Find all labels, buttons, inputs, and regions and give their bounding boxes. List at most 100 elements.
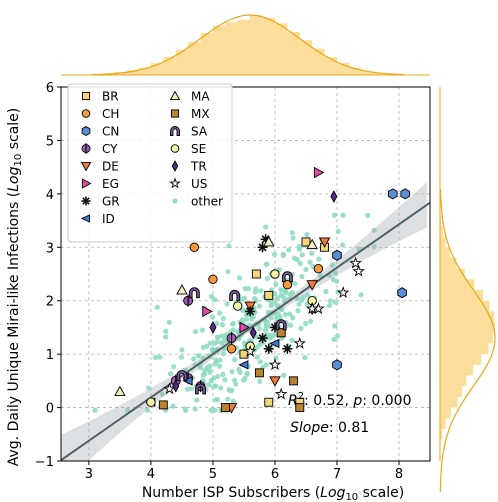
legend-marker-cy	[81, 143, 91, 154]
x-axis-label: Number ISP Subscribers (Log10 scale)	[142, 485, 404, 502]
y-hist-bar	[440, 332, 493, 344]
y-hist-bar	[440, 386, 462, 397]
other-point	[184, 386, 190, 392]
other-point	[253, 286, 259, 292]
data-point-br	[264, 290, 274, 300]
data-point-us	[243, 344, 257, 357]
data-point-sa	[281, 271, 293, 283]
other-point	[258, 288, 264, 294]
x-hist-bar	[324, 57, 337, 75]
other-point	[159, 391, 165, 397]
legend-marker-gr	[81, 196, 91, 206]
y-hist-bar	[440, 225, 443, 237]
legend-marker-other	[172, 198, 178, 204]
legend: BR CH CN CY DE EG GR ID MA MX SA SE TR US other	[67, 83, 233, 243]
other-point	[282, 311, 289, 318]
other-point	[283, 289, 289, 296]
axis-ticks: 3 4 5 6 7 8 −1 0 1 2 3 4 5 6	[35, 81, 403, 482]
legend-label-us: US	[191, 177, 207, 191]
other-point	[275, 295, 281, 301]
other-point	[307, 259, 313, 265]
data-point-gr	[263, 343, 274, 354]
x-hist-bar	[299, 40, 313, 75]
data-point-cn	[400, 188, 410, 200]
other-point	[309, 250, 315, 256]
other-point	[301, 294, 307, 300]
legend-label-mx: MX	[191, 107, 210, 121]
legend-label-other: other	[191, 195, 223, 209]
other-point	[297, 260, 303, 267]
other-point	[221, 338, 227, 344]
other-point	[332, 299, 339, 305]
data-point-us	[336, 286, 350, 299]
y-hist-bar	[440, 300, 490, 312]
data-point-mx	[158, 400, 168, 410]
other-point	[302, 355, 308, 361]
data-point-sa	[188, 287, 200, 299]
data-point-ch	[313, 263, 324, 274]
y-hist-bar	[440, 418, 446, 429]
legend-box	[67, 83, 233, 243]
other-point	[219, 333, 225, 339]
other-point	[192, 406, 198, 412]
y-tick-label: 5	[46, 134, 54, 149]
y-tick-label: 6	[46, 81, 54, 96]
data-point-tr	[330, 190, 338, 203]
other-point	[365, 212, 371, 218]
other-point	[191, 356, 197, 362]
other-point	[334, 333, 341, 339]
x-tick-label: 8	[395, 467, 403, 482]
other-point	[272, 291, 278, 297]
other-point	[212, 297, 218, 303]
other-point	[292, 281, 298, 287]
x-tick-label: 4	[147, 467, 155, 482]
data-point-us	[293, 336, 307, 349]
data-point-tr	[209, 320, 217, 334]
y-hist-bar	[440, 396, 458, 408]
data-point-us	[163, 382, 176, 395]
other-point	[205, 382, 212, 388]
data-point-us	[349, 256, 362, 269]
other-point	[145, 385, 152, 391]
other-point	[166, 319, 172, 325]
other-point	[331, 212, 338, 218]
other-point	[257, 359, 264, 365]
legend-marker-se	[170, 144, 180, 153]
other-point	[273, 281, 279, 287]
other-point	[286, 247, 292, 253]
y-hist-bar	[440, 322, 495, 333]
x-kde-curve	[91, 14, 404, 76]
data-point-br	[251, 269, 261, 279]
legend-marker-eg	[81, 178, 92, 189]
other-point	[340, 212, 346, 218]
other-point	[219, 322, 225, 328]
other-point	[210, 384, 217, 390]
y-axis-label: Avg. Daily Unique Mirai-like Infections …	[6, 108, 24, 467]
other-point	[213, 357, 219, 363]
data-point-gr	[257, 333, 268, 344]
other-point	[371, 227, 377, 233]
other-point	[295, 308, 301, 314]
data-point-us	[352, 264, 365, 277]
other-point	[317, 272, 323, 278]
other-point	[296, 301, 302, 307]
data-point-mx	[289, 376, 299, 386]
data-point-us	[274, 387, 288, 400]
legend-label-gr: GR	[102, 195, 120, 209]
other-point	[296, 243, 302, 250]
other-point	[249, 316, 255, 322]
plot-frame	[60, 86, 431, 462]
y-hist-bar	[440, 279, 475, 291]
other-point	[199, 327, 206, 333]
legend-marker-br	[81, 91, 91, 101]
data-point-sa	[275, 319, 287, 331]
other-point	[252, 295, 258, 302]
data-point-cn	[332, 359, 342, 371]
other-point	[207, 369, 213, 376]
y-hist-bar	[440, 375, 467, 387]
legend-label-de: DE	[102, 160, 119, 174]
legend-label-id: ID	[102, 212, 115, 226]
other-point	[299, 252, 305, 258]
other-point	[163, 334, 169, 340]
legend-label-eg: EG	[102, 177, 119, 191]
